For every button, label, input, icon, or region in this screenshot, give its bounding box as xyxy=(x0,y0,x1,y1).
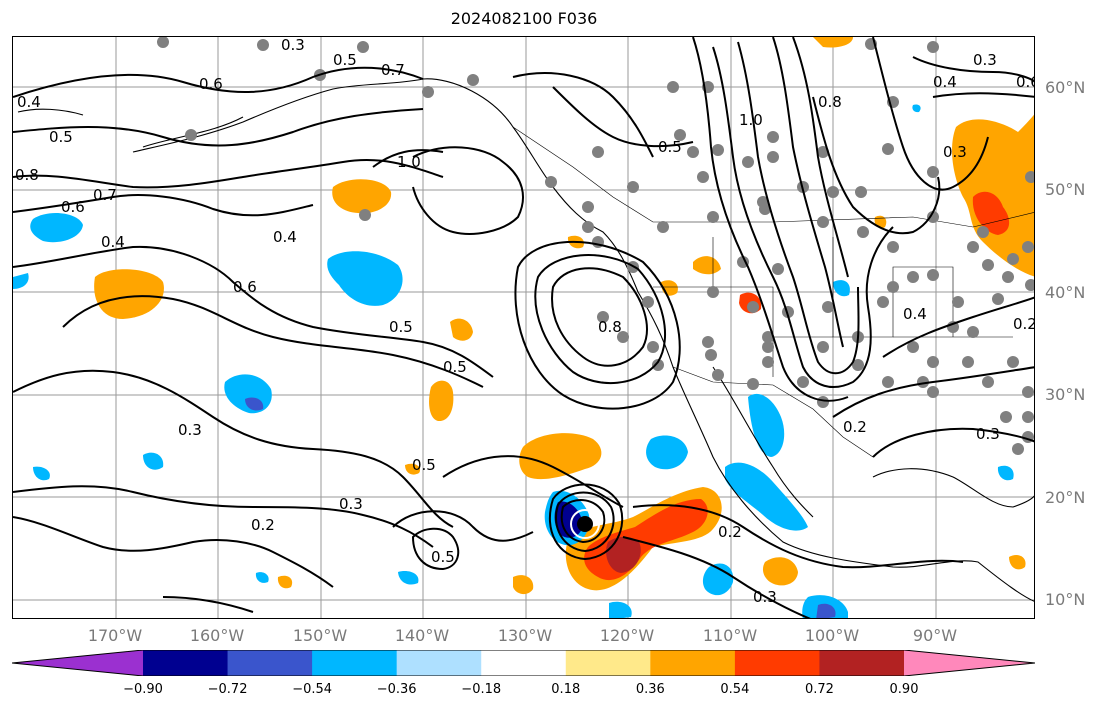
lat-label: 30°N xyxy=(1045,385,1086,404)
map-title: 2024082100 F036 xyxy=(450,9,598,28)
colorbar-cell xyxy=(734,650,820,676)
colorbar-cell xyxy=(819,650,905,676)
colorbar-tick-label: 0.54 xyxy=(720,682,750,697)
lon-label: 130°W xyxy=(497,626,553,645)
lat-label: 50°N xyxy=(1045,180,1086,199)
colorbar-tick-label: −0.36 xyxy=(376,682,417,697)
contour-label: 0.3 xyxy=(753,588,777,606)
colorbar-cell xyxy=(650,650,736,676)
colorbar-tick-label: 0.36 xyxy=(635,682,665,697)
contour-label: 0.5 xyxy=(412,456,436,474)
lon-label: 160°W xyxy=(189,626,245,645)
map-svg: 0.3 0.5 0.7 0.6 0.4 0.5 0.8 0.6 0.7 0.4 … xyxy=(13,37,1035,618)
contour-label: 0.6 xyxy=(233,278,257,296)
contour-label: 0.8 xyxy=(15,166,39,184)
contour-label: 0.6 xyxy=(1016,73,1035,91)
contour-label: 0.2 xyxy=(251,516,275,534)
contour-label: 0.5 xyxy=(443,358,467,376)
contour-label: 0.2 xyxy=(843,418,867,436)
contour-label: 0.8 xyxy=(598,318,622,336)
contour-label: 0.4 xyxy=(101,233,125,251)
colorbar-cells xyxy=(12,650,1035,676)
colorbar-tick-label: −0.72 xyxy=(207,682,248,697)
cyclone-inner-ring xyxy=(570,509,600,539)
lat-label: 40°N xyxy=(1045,283,1086,302)
lat-label: 20°N xyxy=(1045,488,1086,507)
lon-label: 170°W xyxy=(87,626,143,645)
colorbar-cell xyxy=(143,650,229,676)
contour-label: 0.7 xyxy=(381,61,405,79)
contour-label-group: 0.3 0.5 0.7 0.6 0.4 0.5 0.8 0.6 0.7 0.4 … xyxy=(15,37,1035,606)
map-panel: 0.3 0.5 0.7 0.6 0.4 0.5 0.8 0.6 0.7 0.4 … xyxy=(12,36,1035,619)
colorbar-tick-label: −0.54 xyxy=(292,682,333,697)
lon-label: 110°W xyxy=(702,626,758,645)
contour-label: 1.0 xyxy=(397,153,421,171)
colorbar-cell xyxy=(565,650,651,676)
contour-label: 0.4 xyxy=(273,228,297,246)
contour-label: 0.5 xyxy=(431,548,455,566)
contour-label: 0.3 xyxy=(339,495,363,513)
contour-label: 1.0 xyxy=(739,111,763,129)
contour-label: 0.6 xyxy=(199,75,223,93)
lon-label: 140°W xyxy=(394,626,450,645)
colorbar-tick-label: 0.72 xyxy=(804,682,834,697)
colorbar-cell xyxy=(481,650,567,676)
colorbar xyxy=(12,650,1035,676)
contour-label: 0.7 xyxy=(93,186,117,204)
contour-label: 0.4 xyxy=(17,93,41,111)
contour-label: 0.5 xyxy=(389,318,413,336)
contour-label: 0.3 xyxy=(281,37,305,54)
colorbar-cell xyxy=(227,650,313,676)
contour-lines xyxy=(13,37,1034,618)
colorbar-cell xyxy=(396,650,482,676)
contour-label: 0.3 xyxy=(973,51,997,69)
contour-label: 0.8 xyxy=(818,93,842,111)
lon-label: 100°W xyxy=(804,626,860,645)
colorbar-tick-label: 0.90 xyxy=(889,682,919,697)
cyclone-center-marker xyxy=(577,516,593,532)
colorbar-extend-low xyxy=(12,650,143,676)
colorbar-tick-label: −0.90 xyxy=(123,682,163,697)
colorbar-cell xyxy=(312,650,398,676)
contour-label: 0.4 xyxy=(933,73,957,91)
lon-label: 120°W xyxy=(599,626,655,645)
contour-label: 0.6 xyxy=(61,198,85,216)
lat-label: 10°N xyxy=(1045,590,1086,609)
colorbar-tick-label: 0.18 xyxy=(551,682,581,697)
contour-label: 0.3 xyxy=(943,143,967,161)
graticule xyxy=(13,37,1034,618)
contour-label: 0.3 xyxy=(976,425,1000,443)
station-markers xyxy=(157,37,1034,455)
contour-label: 0.3 xyxy=(178,421,202,439)
contour-label: 0.2 xyxy=(718,523,742,541)
lon-label: 150°W xyxy=(292,626,348,645)
contour-label: 0.5 xyxy=(49,128,73,146)
negative-shading xyxy=(13,104,1014,618)
contour-label: 0.2 xyxy=(1013,315,1035,333)
lon-label: 90°W xyxy=(912,626,958,645)
colorbar-tick-label: −0.18 xyxy=(461,682,502,697)
contour-label: 0.5 xyxy=(333,51,357,69)
contour-label: 0.4 xyxy=(903,305,927,323)
colorbar-extend-high xyxy=(904,650,1035,676)
positive-shading xyxy=(94,37,1034,595)
contour-label: 0.5 xyxy=(658,138,682,156)
lat-label: 60°N xyxy=(1045,78,1086,97)
